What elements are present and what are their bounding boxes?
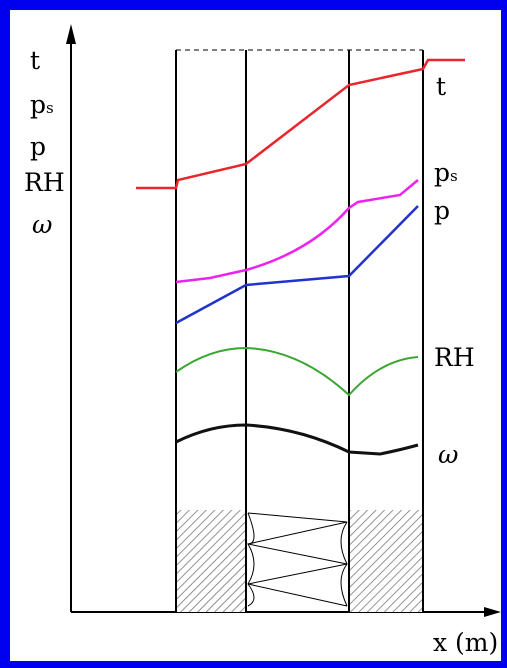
diagram-canvas: [66, 24, 501, 617]
p-curve: [175, 205, 419, 325]
omega-curve: [175, 423, 419, 456]
right-label-t: t: [436, 72, 447, 101]
t-curve: [136, 58, 465, 190]
right-label-ps-main: p: [434, 158, 451, 187]
coil-symbol: [247, 512, 348, 607]
left-label-omega: ω: [32, 210, 53, 239]
left-label-t: t: [30, 46, 41, 75]
hatched-region-right: [350, 510, 422, 612]
left-label-p: p: [30, 132, 47, 161]
x-axis-label: x (m): [433, 628, 499, 657]
right-label-ps: ps: [434, 160, 458, 185]
hatched-region-left: [177, 510, 245, 612]
rh-curve: [175, 346, 419, 397]
right-label-ps-sub: s: [450, 167, 458, 185]
right-label-omega: ω: [438, 440, 459, 469]
diagram-panel: t ps p RH ω t ps p RH ω x (m): [10, 10, 501, 661]
left-label-rh: RH: [24, 168, 65, 197]
x-axis-arrow-icon: [484, 607, 501, 617]
left-label-ps-main: p: [30, 90, 47, 119]
left-label-ps: ps: [30, 92, 54, 117]
right-label-rh: RH: [434, 343, 475, 372]
left-label-ps-sub: s: [46, 99, 54, 117]
right-label-p: p: [434, 196, 451, 225]
ps-curve: [175, 179, 419, 284]
y-axis-arrow-icon: [66, 24, 76, 44]
